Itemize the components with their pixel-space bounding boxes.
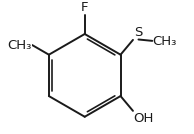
Text: CH₃: CH₃ [7,39,31,52]
Text: F: F [81,1,88,14]
Text: S: S [134,26,142,39]
Text: OH: OH [134,111,154,124]
Text: CH₃: CH₃ [153,35,177,48]
